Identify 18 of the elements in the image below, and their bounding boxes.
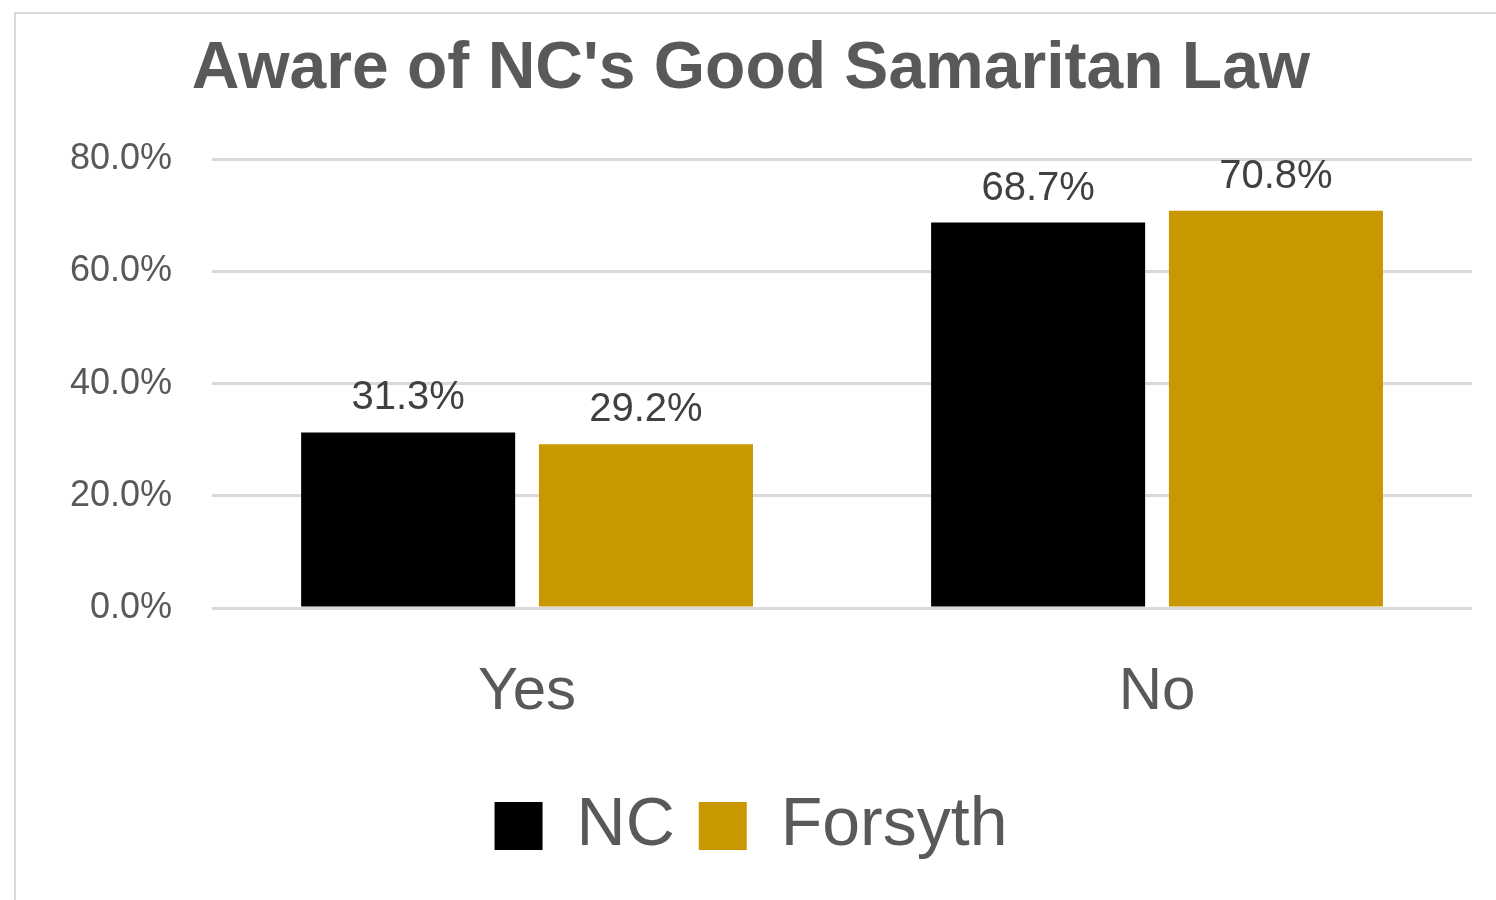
bar [538, 444, 753, 607]
legend-label: Forsyth [780, 782, 1008, 859]
y-tick-label: 0.0% [90, 584, 173, 626]
x-tick-label: No [1118, 654, 1196, 722]
data-label: 29.2% [589, 385, 703, 430]
data-label: 68.7% [981, 163, 1095, 208]
y-tick-label: 80.0% [70, 136, 173, 178]
data-label: 70.8% [1219, 151, 1333, 196]
legend-label: NC [576, 782, 675, 859]
chart-title: Aware of NC's Good Samaritan Law [191, 27, 1311, 102]
data-label: 31.3% [351, 373, 465, 418]
bar [301, 432, 516, 607]
y-tick-label: 60.0% [70, 248, 173, 290]
bar [1168, 210, 1383, 607]
y-tick-label: 20.0% [70, 472, 173, 514]
y-tick-label: 40.0% [70, 360, 173, 402]
x-tick-label: Yes [478, 654, 576, 722]
bar [931, 222, 1146, 607]
